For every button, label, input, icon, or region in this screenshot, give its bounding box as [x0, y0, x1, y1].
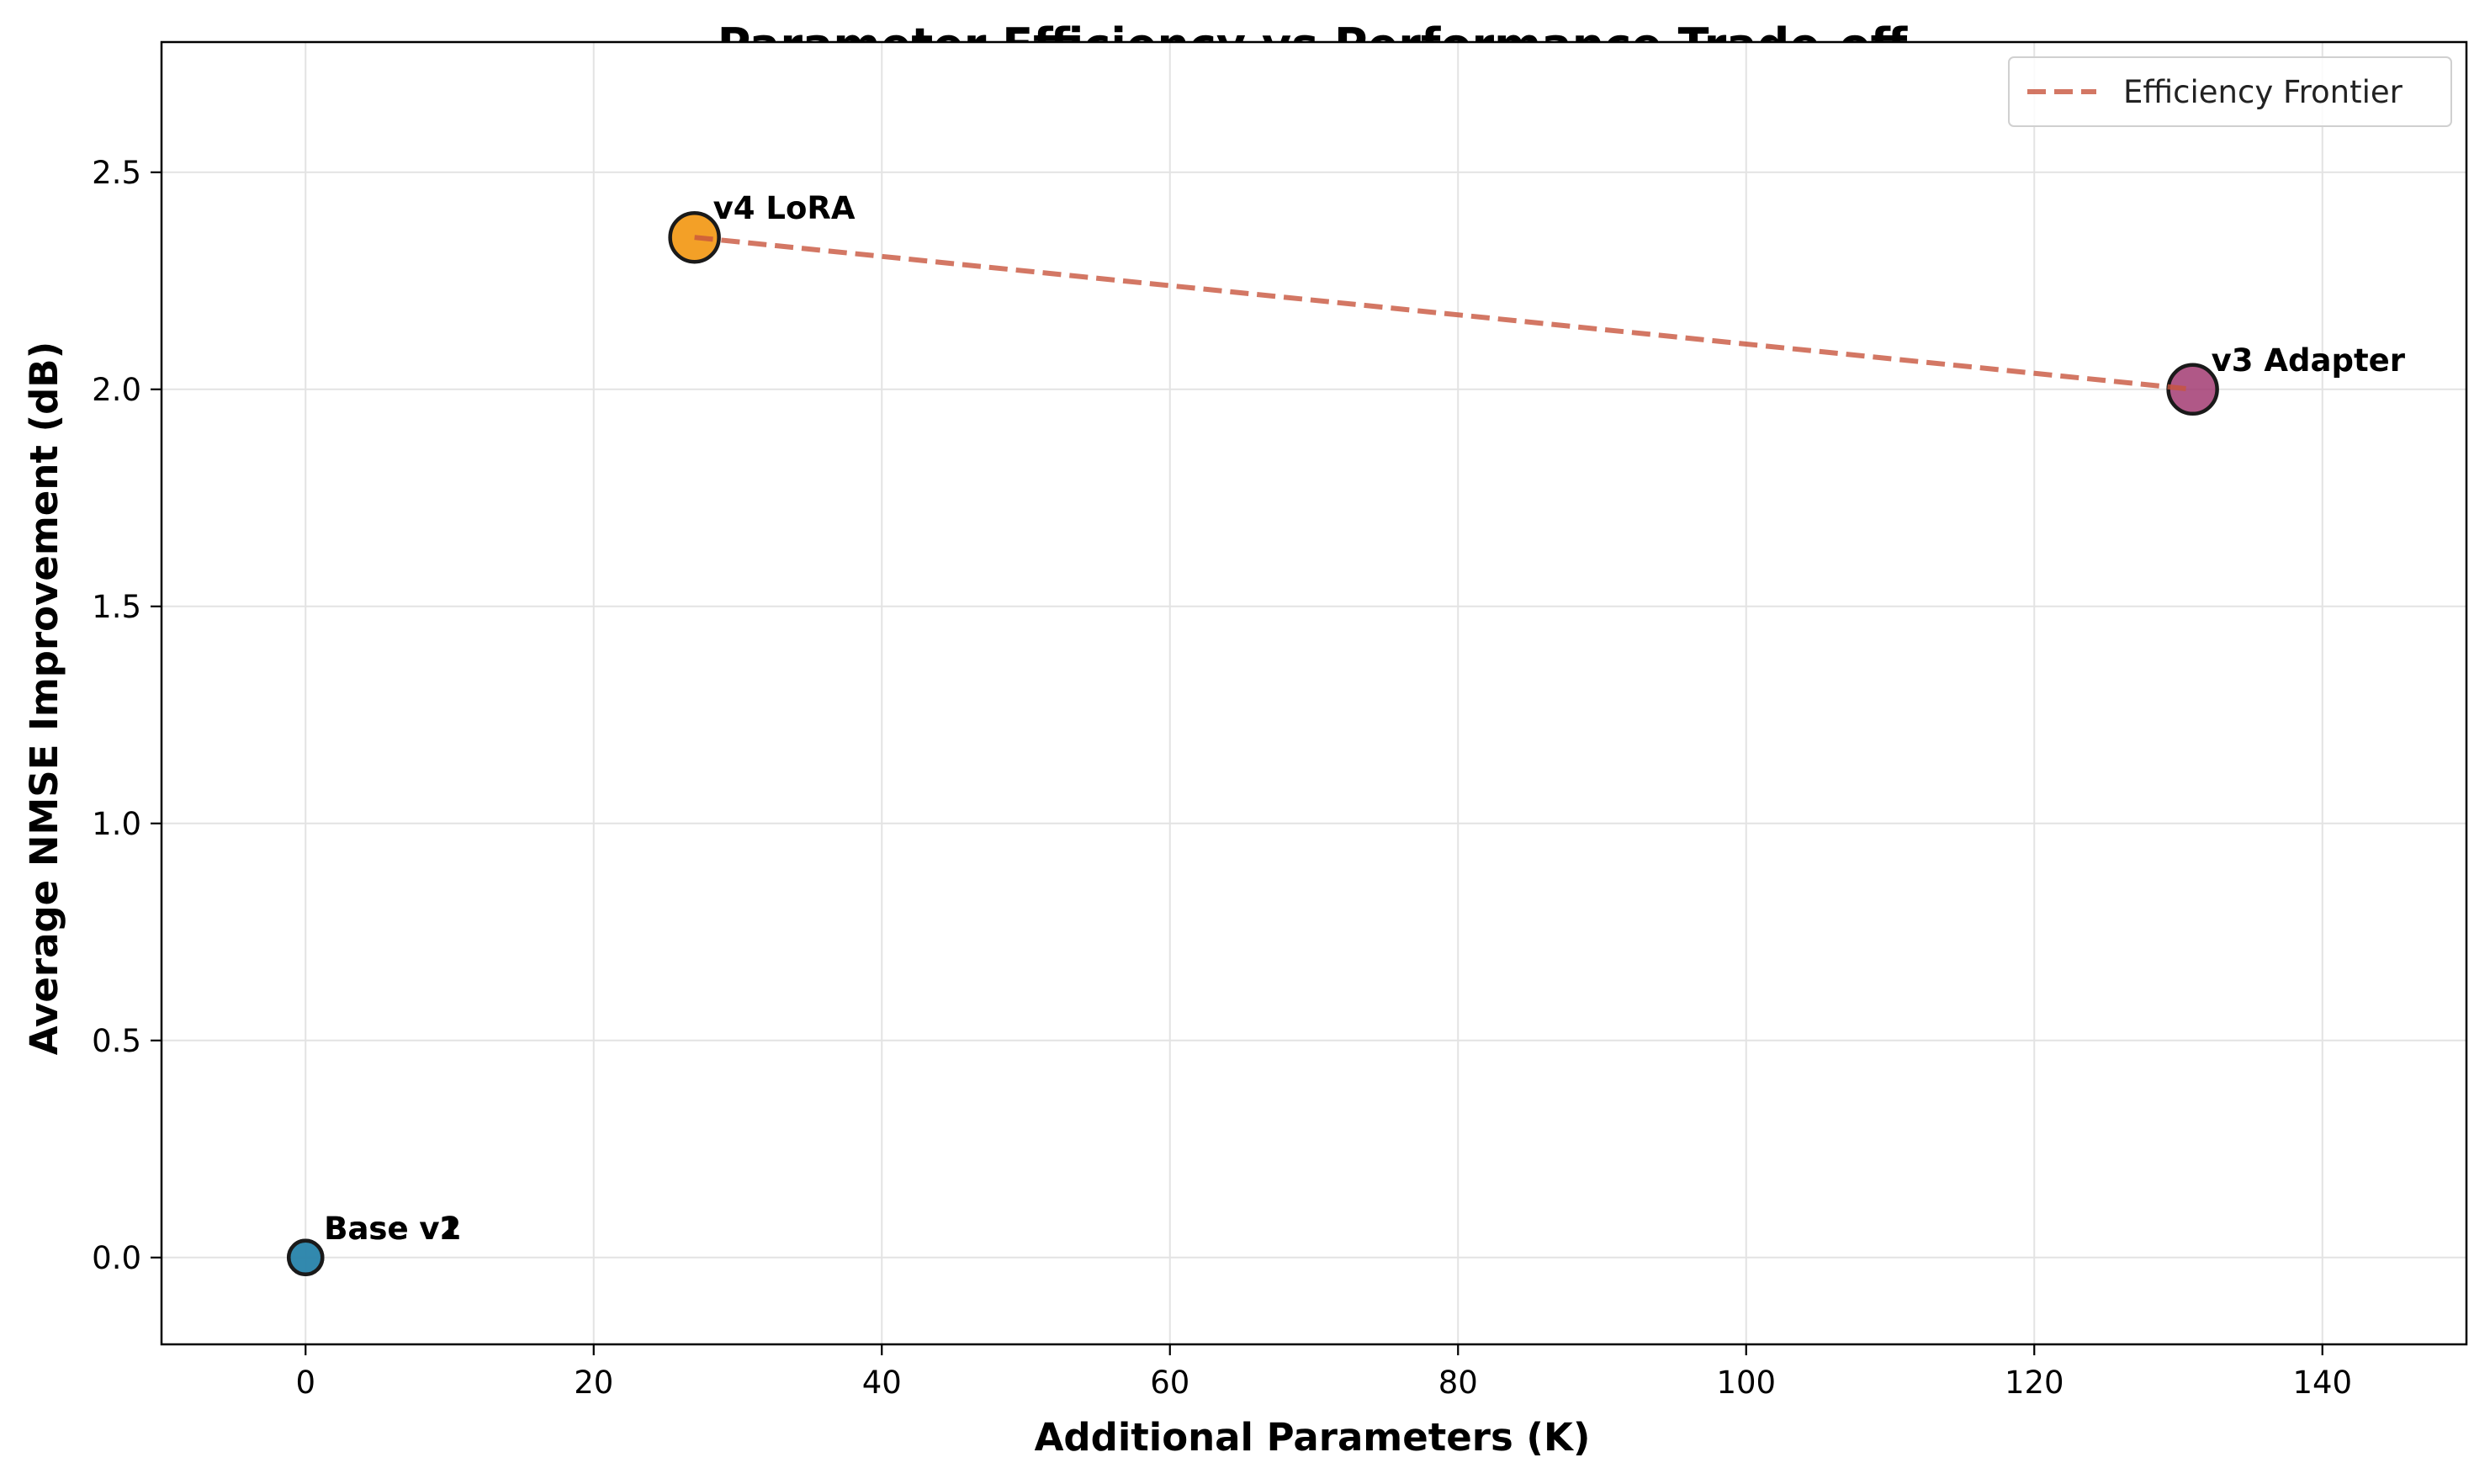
legend-label: Efficiency Frontier — [2123, 74, 2403, 110]
y-tick-label: 0.0 — [92, 1240, 141, 1276]
y-axis-label: Average NMSE Improvement (dB) — [22, 342, 66, 1055]
point-base-v2 — [287, 1238, 325, 1277]
x-tick-label: 80 — [1438, 1365, 1478, 1401]
y-tick-label: 2.0 — [92, 372, 141, 408]
y-tick-label: 0.5 — [92, 1023, 141, 1059]
point-label: Base v1 — [324, 1211, 461, 1247]
plot-area: 0 20 40 60 80 100 120 140 0.0 0.5 1.0 1.5 2.0 2.5 Base… — [92, 40, 2468, 1401]
plot-frame — [160, 40, 2468, 1346]
x-tick-label: 60 — [1150, 1365, 1189, 1401]
x-tick-label: 140 — [2292, 1365, 2352, 1401]
x-tick-label: 40 — [862, 1365, 902, 1401]
y-tick-label: 1.0 — [92, 806, 141, 842]
frontier-line — [694, 235, 2193, 392]
x-tick-label: 0 — [295, 1365, 315, 1401]
point-label: Base v2 — [324, 1211, 461, 1247]
legend-box — [2008, 56, 2452, 127]
y-tick-label: 1.5 — [92, 589, 141, 625]
x-axis-label: Additional Parameters (K) — [1035, 1415, 1591, 1460]
y-tick-label: 2.5 — [92, 155, 141, 191]
x-tick-label: 20 — [574, 1365, 613, 1401]
x-tick-label: 120 — [2005, 1365, 2064, 1401]
point-label: v3 Adapter — [2212, 342, 2406, 379]
plot-background — [162, 42, 2466, 1344]
point-label: v4 LoRA — [713, 190, 856, 226]
x-tick-label: 100 — [1716, 1365, 1776, 1401]
